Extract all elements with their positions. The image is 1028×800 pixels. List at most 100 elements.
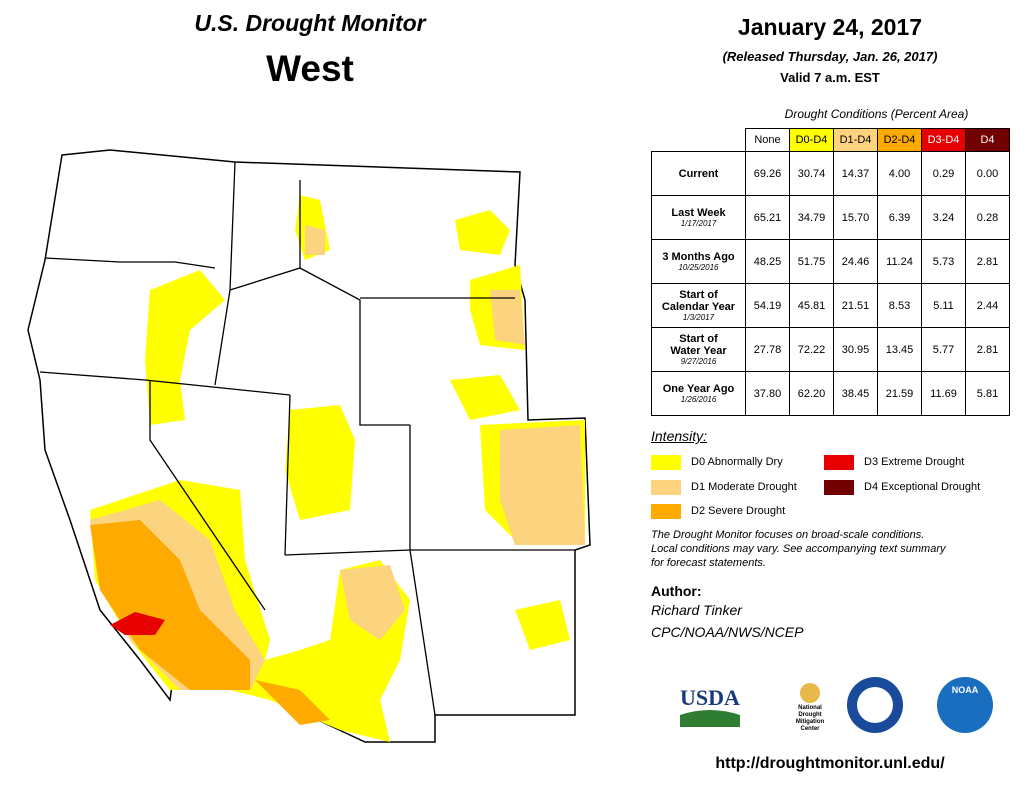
- column-header: D3-D4: [921, 128, 966, 152]
- released: (Released Thursday, Jan. 26, 2017): [722, 49, 938, 64]
- region: West: [266, 48, 354, 89]
- cell: 0.00: [965, 151, 1010, 196]
- cell: 5.81: [965, 371, 1010, 416]
- row-label-line: One Year Ago: [662, 383, 735, 395]
- cell: 5.73: [921, 239, 966, 284]
- row-label: Start of Water Year 9/27/2016: [651, 327, 746, 372]
- legend-label: D2 Severe Drought: [691, 505, 786, 517]
- legend-label: D4 Exceptional Drought: [864, 481, 981, 493]
- cell: 30.95: [833, 327, 878, 372]
- cell: 2.81: [965, 327, 1010, 372]
- row-label: 3 Months Ago 10/25/2016: [651, 239, 746, 284]
- title: U.S. Drought Monitor: [194, 10, 426, 36]
- cell: 11.24: [877, 239, 922, 284]
- cell: 4.00: [877, 151, 922, 196]
- legend-swatch: [651, 504, 681, 519]
- row: Last Week 1/17/2017 65.21 34.79 15.70 6.39 3.2…: [651, 195, 1010, 240]
- cell: 6.39: [877, 195, 922, 240]
- column-header: D2-D4: [877, 128, 922, 152]
- ndmc-text: Drought: [798, 712, 821, 718]
- column-header: None: [745, 128, 790, 152]
- legend-swatch: [651, 480, 681, 495]
- url: http://droughtmonitor.unl.edu/: [715, 755, 945, 772]
- cell: 5.77: [921, 327, 966, 372]
- row-label: Current: [651, 151, 746, 196]
- cell: 65.21: [745, 195, 790, 240]
- row: Current 69.26 30.74 14.37 4.00 0.29 0.00: [651, 151, 1010, 196]
- cell: 0.29: [921, 151, 966, 196]
- cell: 14.37: [833, 151, 878, 196]
- cell: 2.44: [965, 283, 1010, 328]
- author-heading: Author:: [651, 583, 702, 599]
- cell: 37.80: [745, 371, 790, 416]
- column-header: D4: [965, 128, 1010, 152]
- column-header: D0-D4: [789, 128, 834, 152]
- row-label-line: Calendar Year: [661, 301, 736, 313]
- table-caption: Drought Conditions (Percent Area): [784, 107, 969, 121]
- noaa-text: NOAA: [952, 685, 979, 695]
- row-label: Start of Calendar Year 1/3/2017: [651, 283, 746, 328]
- date: January 24, 2017: [737, 14, 923, 40]
- cell: 8.53: [877, 283, 922, 328]
- row-label: One Year Ago 1/26/2016: [651, 371, 746, 416]
- d1-area: [490, 290, 525, 345]
- row-date: 1/26/2016: [680, 395, 717, 404]
- cell: 34.79: [789, 195, 834, 240]
- cell: 45.81: [789, 283, 834, 328]
- row: One Year Ago 1/26/2016 37.80 62.20 38.45 21.5…: [651, 371, 1010, 416]
- d0-area: [145, 270, 225, 425]
- d2-area: [90, 520, 250, 690]
- row-date: 1/17/2017: [680, 219, 717, 228]
- legend-title: Intensity:: [651, 428, 708, 444]
- usda-logo: USDA: [680, 685, 740, 710]
- legend-swatch: [824, 455, 854, 470]
- cell: 48.25: [745, 239, 790, 284]
- legend-label: D0 Abnormally Dry: [691, 456, 783, 468]
- cell: 72.22: [789, 327, 834, 372]
- row-date: 10/25/2016: [678, 263, 719, 272]
- note-line: for forecast statements.: [651, 557, 766, 569]
- map: [27, 149, 591, 743]
- note-line: Local conditions may vary. See accompany…: [651, 543, 946, 555]
- d2-area: [255, 680, 330, 725]
- cell: 21.51: [833, 283, 878, 328]
- legend-label: D1 Moderate Drought: [691, 481, 797, 493]
- d0-area: [450, 375, 520, 420]
- cell: 11.69: [921, 371, 966, 416]
- legend-swatch: [651, 455, 681, 470]
- author-name: Richard Tinker: [651, 602, 742, 618]
- legend-label: D3 Extreme Drought: [864, 456, 965, 468]
- valid: Valid 7 a.m. EST: [780, 70, 880, 85]
- noaa-logo: [937, 677, 993, 733]
- row-date: 9/27/2016: [680, 357, 717, 366]
- cell: 69.26: [745, 151, 790, 196]
- row-label-line: Start of: [679, 289, 718, 301]
- state-lines: [39, 161, 575, 716]
- cell: 13.45: [877, 327, 922, 372]
- header-row: None D0-D4 D1-D4 D2-D4 D3-D4 D4: [652, 128, 1010, 152]
- cell: 30.74: [789, 151, 834, 196]
- cell: 0.28: [965, 195, 1010, 240]
- legend-swatch: [824, 480, 854, 495]
- d0-area: [455, 210, 510, 255]
- cell: 2.81: [965, 239, 1010, 284]
- row: 3 Months Ago 10/25/2016 48.25 51.75 24.46 11.…: [651, 239, 1010, 284]
- row-label-line: Start of: [679, 333, 718, 345]
- d1-area: [305, 225, 325, 255]
- cell: 3.24: [921, 195, 966, 240]
- usda-swoosh: [680, 710, 740, 727]
- d1-area: [340, 565, 405, 640]
- conditions-table: None D0-D4 D1-D4 D2-D4 D3-D4 D4 Current 69.26 30…: [651, 128, 1010, 416]
- d3-area: [110, 612, 165, 635]
- d0-area: [285, 405, 355, 520]
- d1-area: [500, 425, 585, 545]
- cell: 5.11: [921, 283, 966, 328]
- note-line: The Drought Monitor focuses on broad-sca…: [651, 529, 925, 541]
- d0-area: [515, 600, 570, 650]
- cell: 27.78: [745, 327, 790, 372]
- cell: 38.45: [833, 371, 878, 416]
- ndmc-text: Center: [800, 726, 820, 732]
- cell: 15.70: [833, 195, 878, 240]
